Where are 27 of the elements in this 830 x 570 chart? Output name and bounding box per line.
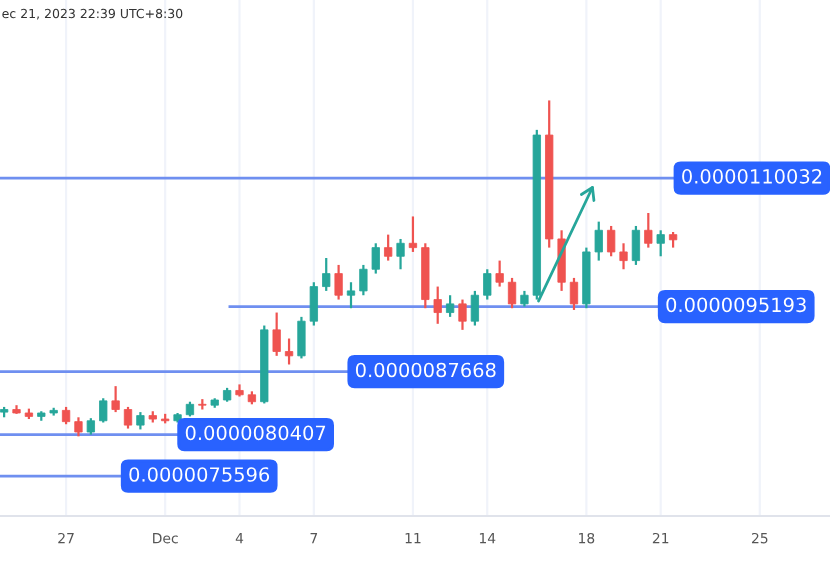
- candlestick: [74, 416, 83, 438]
- candlestick: [569, 276, 579, 312]
- candlestick: [272, 311, 281, 357]
- ref-line-label: 0.0000087668: [355, 362, 496, 378]
- candlestick: [507, 276, 517, 310]
- candlestick: [99, 397, 108, 424]
- ref-line-label: 0.0000095193: [666, 297, 806, 313]
- candlestick: [111, 385, 120, 414]
- ref-line-label: 0.0000080407: [185, 425, 326, 441]
- candlestick: [656, 229, 665, 258]
- candlestick: [346, 281, 356, 310]
- candlestick: [470, 289, 480, 327]
- candlestick: [334, 263, 343, 301]
- candlestick: [123, 405, 133, 430]
- candlestick: [284, 337, 294, 366]
- candlestick: [408, 215, 418, 254]
- ref-line-label: 0.0000110032: [682, 169, 822, 184]
- candlestick: [445, 294, 455, 318]
- candlestick: [384, 233, 393, 262]
- candlestick: [644, 211, 653, 249]
- candlestick: [495, 259, 504, 288]
- candlestick: [631, 224, 641, 267]
- ref-line-label: 0.0000075596: [129, 467, 270, 482]
- candlestick: [458, 298, 467, 331]
- candlestick: [483, 268, 492, 301]
- candlestick: [396, 237, 405, 271]
- candlestick: [322, 256, 331, 293]
